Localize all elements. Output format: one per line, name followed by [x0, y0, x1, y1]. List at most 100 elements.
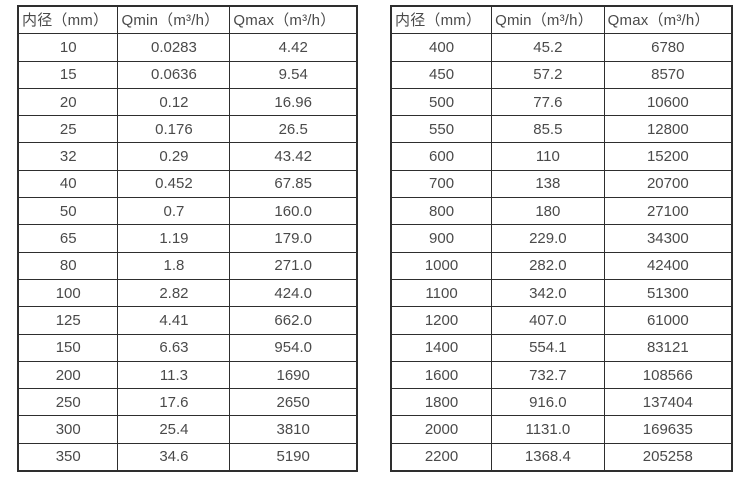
table-row: 450 57.2 8570	[390, 60, 733, 89]
table-row: 400 45.2 6780	[390, 33, 733, 62]
table-cell: 1200	[390, 306, 493, 335]
table-cell: 1400	[390, 333, 493, 362]
table-cell: 500	[390, 87, 493, 117]
table-cell: 180	[491, 197, 605, 226]
table-cell: 424.0	[229, 278, 358, 308]
table-cell: 282.0	[491, 251, 605, 280]
table-cell: 20700	[603, 169, 733, 199]
table-row: 32 0.29 43.42	[17, 142, 358, 171]
table-cell: 26.5	[229, 115, 358, 144]
table-row: 200 11.3 1690	[17, 360, 358, 390]
table-cell: 34.6	[117, 442, 231, 472]
column-header: 内径（mm）	[17, 5, 119, 35]
table-cell: 916.0	[491, 388, 605, 417]
table-row: 1100 342.0 51300	[390, 278, 733, 308]
table-cell: 110	[491, 142, 605, 171]
table-cell: 50	[17, 197, 119, 226]
table-row: 550 85.5 12800	[390, 115, 733, 144]
table-cell: 1131.0	[491, 415, 605, 444]
table-cell: 16.96	[229, 87, 358, 117]
table-cell: 250	[17, 388, 119, 417]
flow-table-large-diameters: 内径（mm） Qmin（m³/h） Qmax（m³/h） 400 45.2 6780 450…	[390, 5, 733, 473]
table-cell: 0.12	[117, 87, 231, 117]
table-cell: 229.0	[491, 224, 605, 253]
column-header: Qmin（m³/h）	[117, 5, 231, 35]
table-cell: 200	[17, 360, 119, 390]
table-cell: 400	[390, 33, 493, 62]
table-cell: 137404	[603, 388, 733, 417]
table-cell: 27100	[603, 197, 733, 226]
table-row: 1200 407.0 61000	[390, 306, 733, 335]
table-cell: 0.452	[117, 169, 231, 199]
table-cell: 85.5	[491, 115, 605, 144]
table-cell: 700	[390, 169, 493, 199]
table-cell: 51300	[603, 278, 733, 308]
table-row: 2200 1368.4 205258	[390, 442, 733, 472]
table-cell: 8570	[603, 60, 733, 89]
table-cell: 662.0	[229, 306, 358, 335]
table-cell: 65	[17, 224, 119, 253]
table-cell: 108566	[603, 360, 733, 390]
table-row: 65 1.19 179.0	[17, 224, 358, 253]
column-header: Qmin（m³/h）	[491, 5, 605, 35]
table-cell: 205258	[603, 442, 733, 472]
table-row: 50 0.7 160.0	[17, 197, 358, 226]
table-cell: 554.1	[491, 333, 605, 362]
column-header: 内径（mm）	[390, 5, 493, 35]
table-cell: 1690	[229, 360, 358, 390]
table-cell: 10600	[603, 87, 733, 117]
column-header: Qmax（m³/h）	[603, 5, 733, 35]
table-cell: 1.19	[117, 224, 231, 253]
table-cell: 57.2	[491, 60, 605, 89]
table-cell: 10	[17, 33, 119, 62]
table-cell: 40	[17, 169, 119, 199]
table-cell: 342.0	[491, 278, 605, 308]
table-cell: 732.7	[491, 360, 605, 390]
table-row: 15 0.0636 9.54	[17, 60, 358, 89]
table-cell: 160.0	[229, 197, 358, 226]
table-cell: 11.3	[117, 360, 231, 390]
table-cell: 1000	[390, 251, 493, 280]
header-row: 内径（mm） Qmin（m³/h） Qmax（m³/h）	[390, 5, 733, 35]
table-cell: 150	[17, 333, 119, 362]
table-cell: 179.0	[229, 224, 358, 253]
table-cell: 5190	[229, 442, 358, 472]
table-cell: 138	[491, 169, 605, 199]
table-cell: 25	[17, 115, 119, 144]
table-cell: 83121	[603, 333, 733, 362]
flow-table-small-diameters: 内径（mm） Qmin（m³/h） Qmax（m³/h） 10 0.0283 4.42 15…	[17, 5, 358, 473]
table-cell: 1.8	[117, 251, 231, 280]
table-cell: 1368.4	[491, 442, 605, 472]
table-row: 700 138 20700	[390, 169, 733, 199]
table-cell: 12800	[603, 115, 733, 144]
table-cell: 4.42	[229, 33, 358, 62]
table-cell: 1800	[390, 388, 493, 417]
header-row: 内径（mm） Qmin（m³/h） Qmax（m³/h）	[17, 5, 358, 35]
table-row: 350 34.6 5190	[17, 442, 358, 472]
table-row: 10 0.0283 4.42	[17, 33, 358, 62]
table-cell: 125	[17, 306, 119, 335]
table-row: 800 180 27100	[390, 197, 733, 226]
table-row: 1400 554.1 83121	[390, 333, 733, 362]
table-cell: 550	[390, 115, 493, 144]
table-cell: 0.176	[117, 115, 231, 144]
table-row: 40 0.452 67.85	[17, 169, 358, 199]
table-row: 1800 916.0 137404	[390, 388, 733, 417]
table-row: 1600 732.7 108566	[390, 360, 733, 390]
table-cell: 350	[17, 442, 119, 472]
table-cell: 32	[17, 142, 119, 171]
table-cell: 0.29	[117, 142, 231, 171]
table-cell: 169635	[603, 415, 733, 444]
table-cell: 2200	[390, 442, 493, 472]
table-cell: 0.7	[117, 197, 231, 226]
table-cell: 2000	[390, 415, 493, 444]
table-cell: 77.6	[491, 87, 605, 117]
table-cell: 4.41	[117, 306, 231, 335]
table-row: 300 25.4 3810	[17, 415, 358, 444]
table-cell: 407.0	[491, 306, 605, 335]
table-row: 125 4.41 662.0	[17, 306, 358, 335]
table-row: 900 229.0 34300	[390, 224, 733, 253]
table-cell: 0.0636	[117, 60, 231, 89]
table-cell: 450	[390, 60, 493, 89]
table-row: 80 1.8 271.0	[17, 251, 358, 280]
